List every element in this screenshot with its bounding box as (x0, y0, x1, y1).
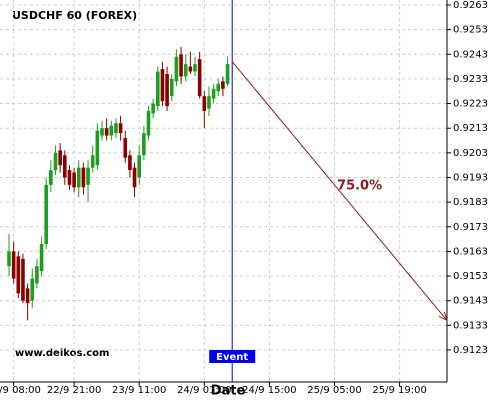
x-tick-label: 25/9 19:00 (372, 385, 426, 396)
candle-body (86, 167, 90, 185)
arrow-head (438, 311, 448, 322)
x-tick-label: 22/9 21:00 (47, 385, 101, 396)
candle-body (165, 73, 169, 107)
candle-body (123, 138, 128, 158)
candle-body (169, 78, 174, 97)
candle-body (25, 288, 30, 304)
candle-body (30, 278, 35, 301)
candle-body (160, 69, 165, 102)
candle-body (151, 103, 155, 114)
x-tick-label: 25/9 05:00 (307, 385, 361, 396)
y-tick-label: 0.9233 (453, 74, 488, 85)
candle-body (202, 96, 207, 111)
y-tick-label: 0.9133 (453, 320, 488, 331)
candle-body (95, 130, 100, 166)
candle-body (225, 64, 230, 84)
candle-body (21, 258, 25, 301)
candle-body (44, 184, 48, 245)
candle-body (179, 54, 183, 77)
candle-body (193, 64, 197, 72)
y-tick-label: 0.9263 (453, 0, 488, 11)
candle-body (142, 133, 146, 156)
candle-body (76, 167, 81, 188)
x-axis-label: Date (211, 384, 246, 399)
candle-body (188, 66, 193, 72)
candle-body (81, 167, 86, 188)
x-tick-label: 24/9 15:00 (242, 385, 296, 396)
event-label: Event (216, 352, 248, 363)
y-tick-label: 0.9253 (453, 25, 488, 36)
candle-body (128, 155, 132, 171)
candle-body (35, 266, 39, 284)
y-tick-label: 0.9173 (453, 222, 488, 233)
x-tick-label: 24/9 01:00 (177, 385, 231, 396)
y-tick-label: 0.9213 (453, 123, 488, 134)
candle-body (183, 64, 188, 77)
candle-body (39, 244, 44, 272)
candle-body (146, 110, 151, 136)
candle-body (11, 251, 16, 279)
candle-body (100, 128, 104, 136)
y-tick-label: 0.9163 (453, 246, 488, 257)
candle-body (53, 152, 58, 171)
candle-body (90, 155, 95, 168)
candle-body (67, 170, 72, 185)
candle-body (137, 155, 141, 178)
y-tick-label: 0.9143 (453, 296, 488, 307)
y-tick-label: 0.9193 (453, 172, 488, 183)
candle-body (58, 150, 62, 166)
event-box (209, 350, 256, 363)
candle-body (216, 83, 221, 92)
candle-body (174, 56, 179, 82)
candle-body (156, 71, 160, 107)
candle-body (221, 81, 225, 89)
candle-body (63, 155, 67, 178)
candle-body (207, 96, 211, 109)
candle-body (132, 167, 137, 188)
watermark: www.delkos.com (15, 348, 109, 359)
y-tick-label: 0.9123 (453, 345, 488, 356)
candle-body (72, 172, 76, 188)
x-tick-label: 22/9 08:00 (0, 385, 41, 396)
candle-body (197, 59, 202, 97)
y-tick-label: 0.9223 (453, 99, 488, 110)
y-tick-label: 0.9153 (453, 271, 488, 282)
candle-body (118, 123, 123, 134)
candle-body (49, 170, 53, 185)
y-tick-label: 0.9183 (453, 197, 488, 208)
candle-body (211, 88, 216, 99)
forecast-arrow (231, 61, 448, 321)
arrow-label: 75.0% (337, 179, 382, 194)
x-tick-label: 23/9 11:00 (112, 385, 166, 396)
candle-body (7, 251, 11, 267)
candle-body (104, 128, 109, 136)
y-tick-label: 0.9243 (453, 49, 488, 60)
candle-body (16, 256, 21, 294)
chart-title: USDCHF 60 (FOREX) (12, 9, 137, 22)
y-tick-label: 0.9203 (453, 148, 488, 159)
candle-body (114, 123, 118, 134)
candle-body (109, 125, 114, 136)
